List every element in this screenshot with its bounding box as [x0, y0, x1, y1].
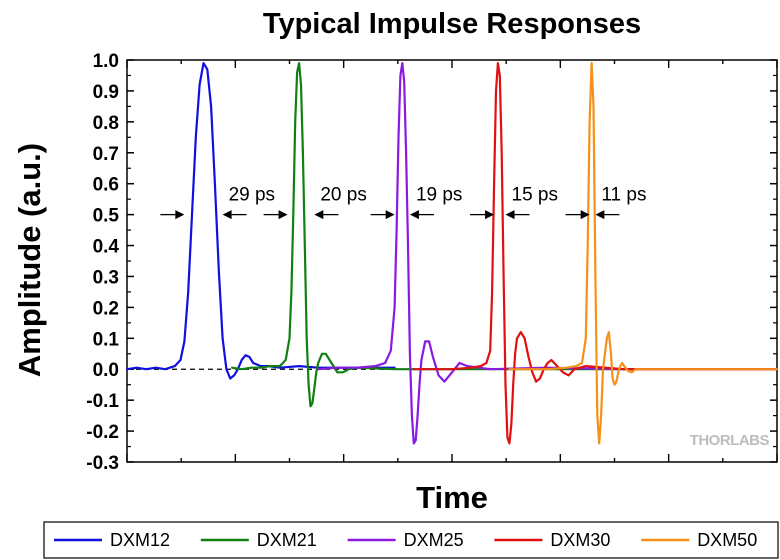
series-line-dxm25 [317, 61, 779, 445]
legend-item: DXM25 [347, 530, 464, 550]
legend-item: DXM30 [494, 530, 610, 550]
y-tick-label: 0.1 [93, 329, 120, 350]
thorlabs-watermark: THORLABS [690, 432, 770, 449]
annotation-arrow-left [565, 210, 590, 220]
y-tick-label: 0.9 [93, 82, 119, 103]
annotation-arrow-right [409, 210, 434, 220]
legend-item: DXM50 [641, 530, 757, 550]
y-tick-label: 1.0 [93, 51, 119, 72]
annotation-arrow-left [160, 210, 185, 220]
annotation-label: 20 ps [320, 185, 366, 206]
annotation-arrow-right [505, 210, 530, 220]
plot-area [126, 59, 778, 463]
annotation-label: 19 ps [416, 185, 462, 206]
legend-item: DXM12 [54, 530, 170, 550]
y-tick-label: 0.8 [93, 113, 119, 134]
series-line-dxm30 [412, 61, 779, 445]
annotation-arrow-right [222, 210, 247, 220]
legend-label: DXM30 [550, 530, 610, 550]
y-axis-ticks: 1.0 0.9 0.8 0.7 0.6 0.5 0.4 0.3 0.2 0.1 0.0 -0.1 -0.… [86, 51, 777, 474]
y-tick-label: 0.5 [93, 206, 120, 227]
series-line-dxm50 [508, 61, 779, 445]
annotation-arrow-left [263, 210, 288, 220]
series-layer [125, 61, 779, 445]
y-tick-label: 0.4 [93, 237, 120, 258]
plot-frame [126, 59, 778, 463]
series-line-dxm12 [125, 61, 396, 380]
y-tick-label: -0.1 [86, 391, 119, 412]
y-tick-label: 0.0 [93, 360, 119, 381]
y-tick-label: 0.2 [93, 298, 119, 319]
legend-label: DXM21 [257, 530, 317, 550]
x-axis-title: Time [416, 480, 488, 515]
y-tick-label: 0.3 [93, 267, 119, 288]
y-tick-label: 0.6 [93, 175, 119, 196]
annotation-arrow-right [314, 210, 339, 220]
legend-label: DXM25 [404, 530, 464, 550]
chart-title: Typical Impulse Responses [263, 8, 641, 40]
legend: DXM12 DXM21 DXM25 DXM30 DXM50 [43, 521, 779, 559]
annotation-label: 15 ps [512, 185, 558, 206]
y-tick-label: -0.2 [86, 422, 119, 443]
annotation-arrow-right [595, 210, 620, 220]
y-tick-label: -0.3 [86, 453, 119, 474]
annotation-layer: 29 ps 20 ps 19 ps 15 ps 11 ps [160, 185, 646, 220]
annotation-arrow-left [370, 210, 395, 220]
legend-label: DXM12 [110, 530, 170, 550]
legend-label: DXM50 [697, 530, 757, 550]
annotation-arrow-left [470, 210, 495, 220]
y-tick-label: 0.7 [93, 144, 119, 165]
annotation-label: 29 ps [229, 185, 275, 206]
annotation-label: 11 ps [601, 185, 646, 206]
legend-item: DXM21 [200, 530, 317, 550]
y-axis-title: Amplitude (a.u.) [12, 143, 47, 377]
x-axis-ticks [126, 60, 778, 462]
legend-box [43, 521, 779, 559]
